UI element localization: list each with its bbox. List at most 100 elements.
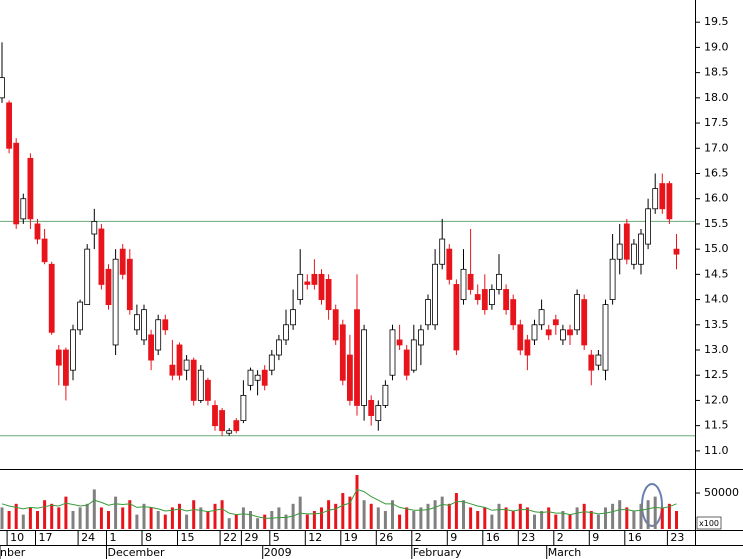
candle-body [339,324,346,381]
candle-body [417,329,424,346]
x-tick-label: 19 [344,531,358,544]
volume-bar [305,514,309,529]
candle-body [581,299,588,346]
candle-body [588,354,595,371]
candle-body [325,278,332,311]
volume-bar [447,503,451,529]
volume-bar [660,507,664,529]
candle-body [623,223,630,260]
candle-body [126,258,133,311]
candle-body [368,400,375,416]
candle-body [432,263,439,326]
candle-body [545,329,552,336]
volume-bar [533,514,536,529]
volume-bar [518,503,522,529]
candle-body [453,284,460,351]
volume-bar [163,514,167,529]
y-tick-label: 16.5 [704,166,729,179]
candle-body [354,309,360,406]
y-tick-label: 17.0 [704,141,729,154]
y-tick-label: 11.0 [704,444,729,457]
y-tick-label: 13.5 [704,318,729,331]
x-tick-label: 12 [308,531,322,544]
y-tick-label: 14.0 [704,293,729,306]
volume-bar [71,511,75,529]
volume-bar [469,507,473,529]
candle-body [197,369,204,401]
volume-bar [206,511,210,529]
volume-bar [440,496,444,529]
candle-body [652,188,659,210]
candle-body [41,238,48,263]
volume-bar [36,511,39,529]
candle-body [595,354,602,366]
volume-bar [178,503,181,529]
y-tick-label: 16.0 [704,192,729,205]
candle-body [268,354,275,371]
y-tick-label: 18.0 [704,91,729,104]
volume-bar [618,500,622,529]
x-tick-label: 5 [273,531,280,544]
volume-bar [7,511,11,529]
volume-bar [14,503,18,529]
volume-bar [497,503,501,529]
y-tick-label: 19.5 [704,15,729,28]
volume-bar [78,507,82,529]
candle-body [460,268,467,300]
y-tick-label: 14.5 [704,267,729,280]
x-tick-label: 9 [450,531,457,544]
volume-bar [341,493,345,529]
candle-body [552,319,559,326]
y-tick-label: 12.5 [704,368,729,381]
volume-bar [334,503,338,529]
x-tick-label: 10 [10,531,24,544]
volume-bar [426,503,430,529]
candle-body [389,329,396,376]
volume-bar [28,507,32,529]
y-tick-label: 15.0 [704,242,729,255]
volume-bar [156,511,160,529]
x-tick-label: 17 [39,531,53,544]
x-tick-label: 15 [181,531,195,544]
candle-body [55,349,62,366]
y-tick-label: 18.5 [704,66,729,79]
candle-body [560,329,566,341]
y2-tick-label: 50000 [704,486,739,499]
candle-body [233,420,240,432]
volume-bar [355,475,359,529]
candle-body [410,339,417,371]
x-tick-label: 2 [557,531,564,544]
candle-body [183,359,190,371]
candle-body [162,319,169,331]
volume-bar [99,507,103,529]
volume-bar [667,503,671,529]
candle-body [616,243,623,260]
candle-body [481,289,488,311]
candle-body [190,359,197,401]
x-tick-label: 8 [145,531,152,544]
candle-body [226,430,233,434]
volume-bar [213,503,217,529]
candle-body [34,223,41,240]
volume-bar [57,507,61,529]
y-tick-label: 17.5 [704,116,729,129]
candle-body [105,268,112,306]
candle-body [212,405,218,427]
volume-ma-line [1,488,677,519]
candle-body [645,208,651,245]
x-tick-label: 16 [486,531,500,544]
volume-bar [64,496,68,529]
volume-bar [653,496,657,529]
volume-bar [575,507,579,529]
candle-body [13,142,20,225]
volume-bar [135,514,139,529]
volume-bar [476,511,480,529]
volume-bar [234,514,238,529]
volume-bar [391,500,394,529]
unit-box [696,516,722,530]
x-tick-label: 23 [670,531,684,544]
candle-body [631,243,637,265]
candle-body [673,248,680,255]
